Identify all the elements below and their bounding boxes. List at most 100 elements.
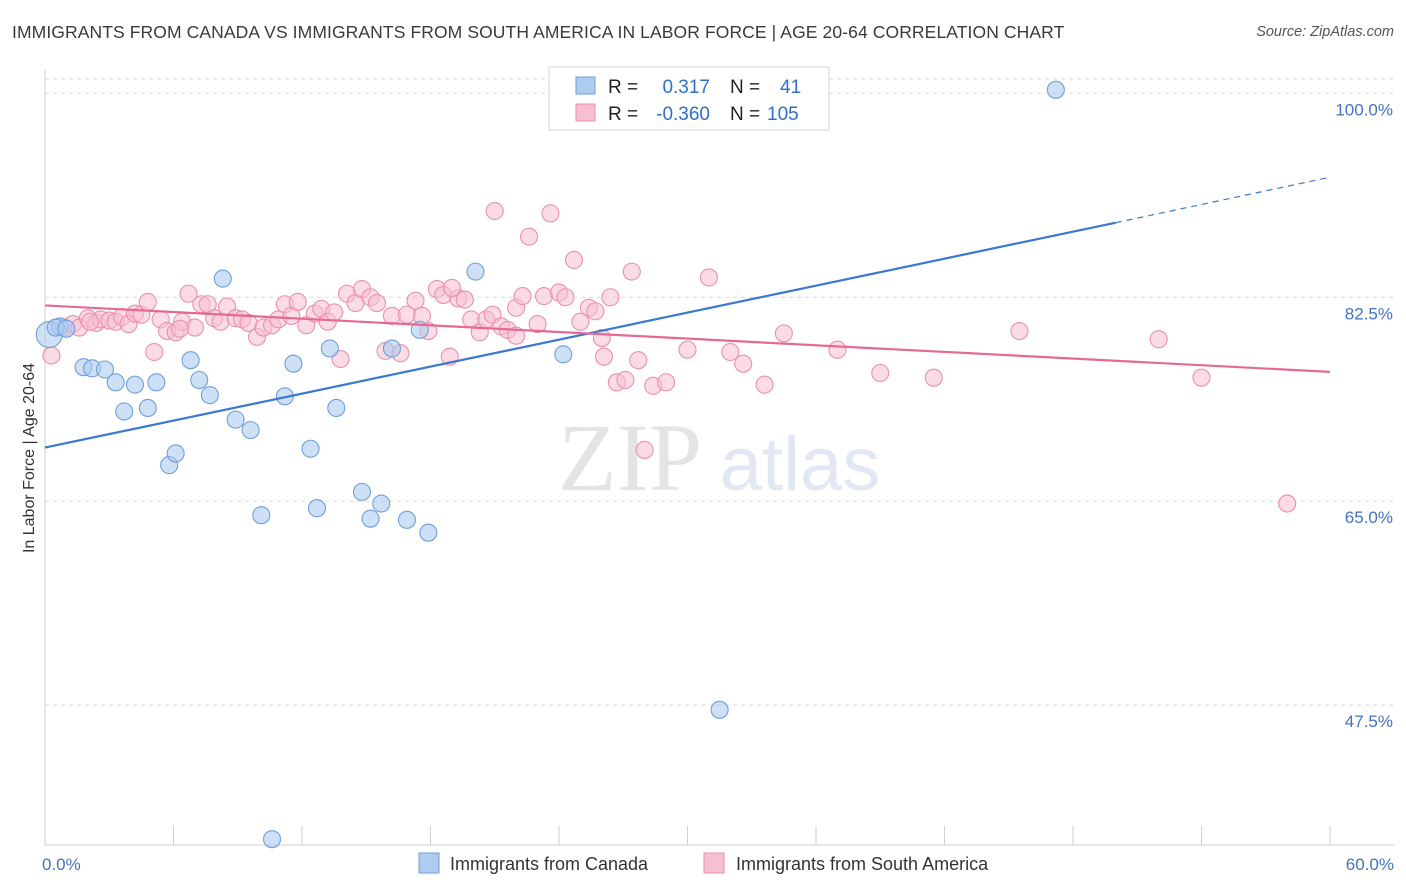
canada-point xyxy=(125,375,144,394)
sa-point xyxy=(382,306,402,325)
sa-point xyxy=(657,373,676,392)
sa-point xyxy=(571,312,590,331)
sa-point xyxy=(528,315,547,334)
sa-point xyxy=(629,351,648,370)
bottom-legend-canada-label: Immigrants from Canada xyxy=(450,854,649,874)
sa-point xyxy=(616,370,635,390)
sa-point xyxy=(1010,322,1029,341)
canada-point xyxy=(226,410,245,429)
canada-point xyxy=(166,444,185,463)
sa-point xyxy=(734,354,753,373)
canada-point xyxy=(372,494,391,513)
y-tick-label: 47.5% xyxy=(1345,712,1393,731)
canada-point xyxy=(190,370,209,390)
legend-canada-r-label: R = xyxy=(608,77,638,98)
sa-point xyxy=(170,319,189,338)
canada-point xyxy=(1046,80,1065,99)
canada-point xyxy=(262,830,282,849)
sa-point xyxy=(924,368,943,387)
sa-point xyxy=(622,262,641,281)
sa-point xyxy=(485,201,504,221)
sa-point xyxy=(325,303,344,322)
canada-point xyxy=(147,373,166,392)
canada-trend-extension xyxy=(1115,176,1331,224)
sa-point xyxy=(755,375,774,394)
bottom-legend-sa-label: Immigrants from South America xyxy=(736,854,989,874)
sa-point xyxy=(541,204,560,223)
sa-point xyxy=(138,292,157,311)
sa-point xyxy=(1192,368,1211,387)
sa-point xyxy=(42,346,61,365)
sa-point xyxy=(507,326,526,345)
sa-point xyxy=(80,312,100,331)
canada-point xyxy=(554,345,573,364)
canada-point xyxy=(352,482,372,501)
canada-point xyxy=(301,439,320,458)
canada-point xyxy=(115,402,134,421)
canada-point xyxy=(138,398,157,418)
canada-point xyxy=(361,509,380,528)
canada-point xyxy=(241,421,260,440)
sa-point xyxy=(442,278,461,297)
canada-point xyxy=(320,339,339,358)
sa-point xyxy=(828,340,847,359)
canada-point xyxy=(284,354,303,373)
bottom-legend-canada-swatch xyxy=(418,852,440,874)
sa-point xyxy=(179,284,198,303)
legend-canada-n-label: N = xyxy=(730,77,760,98)
canada-point xyxy=(710,700,729,719)
sa-point xyxy=(455,290,474,309)
canada-point xyxy=(327,398,346,418)
canada-point xyxy=(200,386,219,405)
y-tick-labels: 47.5% 65.0% 82.5% 100.0% xyxy=(1335,100,1393,731)
sa-point xyxy=(288,292,307,311)
watermark: ZIP atlas xyxy=(558,404,880,511)
legend-canada-r-value: 0.317 xyxy=(662,77,710,98)
chart-title: IMMIGRANTS FROM CANADA VS IMMIGRANTS FRO… xyxy=(12,22,1065,42)
y-tick-label: 100.0% xyxy=(1335,100,1393,119)
watermark-atlas: atlas xyxy=(720,422,881,507)
x-tick-label: 0.0% xyxy=(42,855,81,874)
legend-sa-n-value: 105 xyxy=(767,104,799,125)
canada-trend-line xyxy=(44,221,1117,449)
sa-point xyxy=(1278,494,1297,513)
bottom-legend-sa-swatch xyxy=(703,852,725,874)
sa-point xyxy=(406,291,425,310)
canada-point xyxy=(419,523,438,542)
sa-point xyxy=(564,250,584,270)
y-tick-label: 82.5% xyxy=(1345,304,1393,323)
legend-top: R = 0.317 N = 41 R = -0.360 N = 105 xyxy=(548,66,830,131)
sa-point xyxy=(1149,330,1168,349)
canada-point xyxy=(307,499,327,518)
legend-canada-n-value: 41 xyxy=(780,77,801,98)
sa-point xyxy=(586,302,605,321)
sa-point xyxy=(519,227,539,246)
legend-box xyxy=(548,66,830,131)
sa-point xyxy=(367,294,387,313)
y-tick-label: 65.0% xyxy=(1345,508,1393,527)
canada-point xyxy=(213,269,232,288)
grid-lines xyxy=(45,78,1394,706)
sa-point xyxy=(699,268,718,287)
legend-bottom: Immigrants from Canada Immigrants from S… xyxy=(418,852,989,874)
sa-point xyxy=(145,342,164,362)
sa-point xyxy=(601,288,620,307)
sa-point xyxy=(678,340,697,359)
sa-point xyxy=(721,342,740,362)
sa-trend-line xyxy=(44,304,1331,373)
sa-point xyxy=(534,287,554,306)
source-credit: Source: ZipAtlas.com xyxy=(1256,24,1394,40)
watermark-zip: ZIP xyxy=(558,404,702,511)
sa-point xyxy=(871,363,890,383)
sa-point xyxy=(635,440,654,459)
canada-point xyxy=(95,360,115,379)
canada-point xyxy=(397,510,416,529)
sa-point xyxy=(185,318,204,337)
canada-point xyxy=(252,506,271,525)
trend-lines xyxy=(44,176,1331,449)
canada-point xyxy=(57,319,76,338)
sa-point xyxy=(556,288,575,307)
legend-canada-swatch xyxy=(575,76,596,95)
legend-sa-swatch xyxy=(575,103,596,122)
